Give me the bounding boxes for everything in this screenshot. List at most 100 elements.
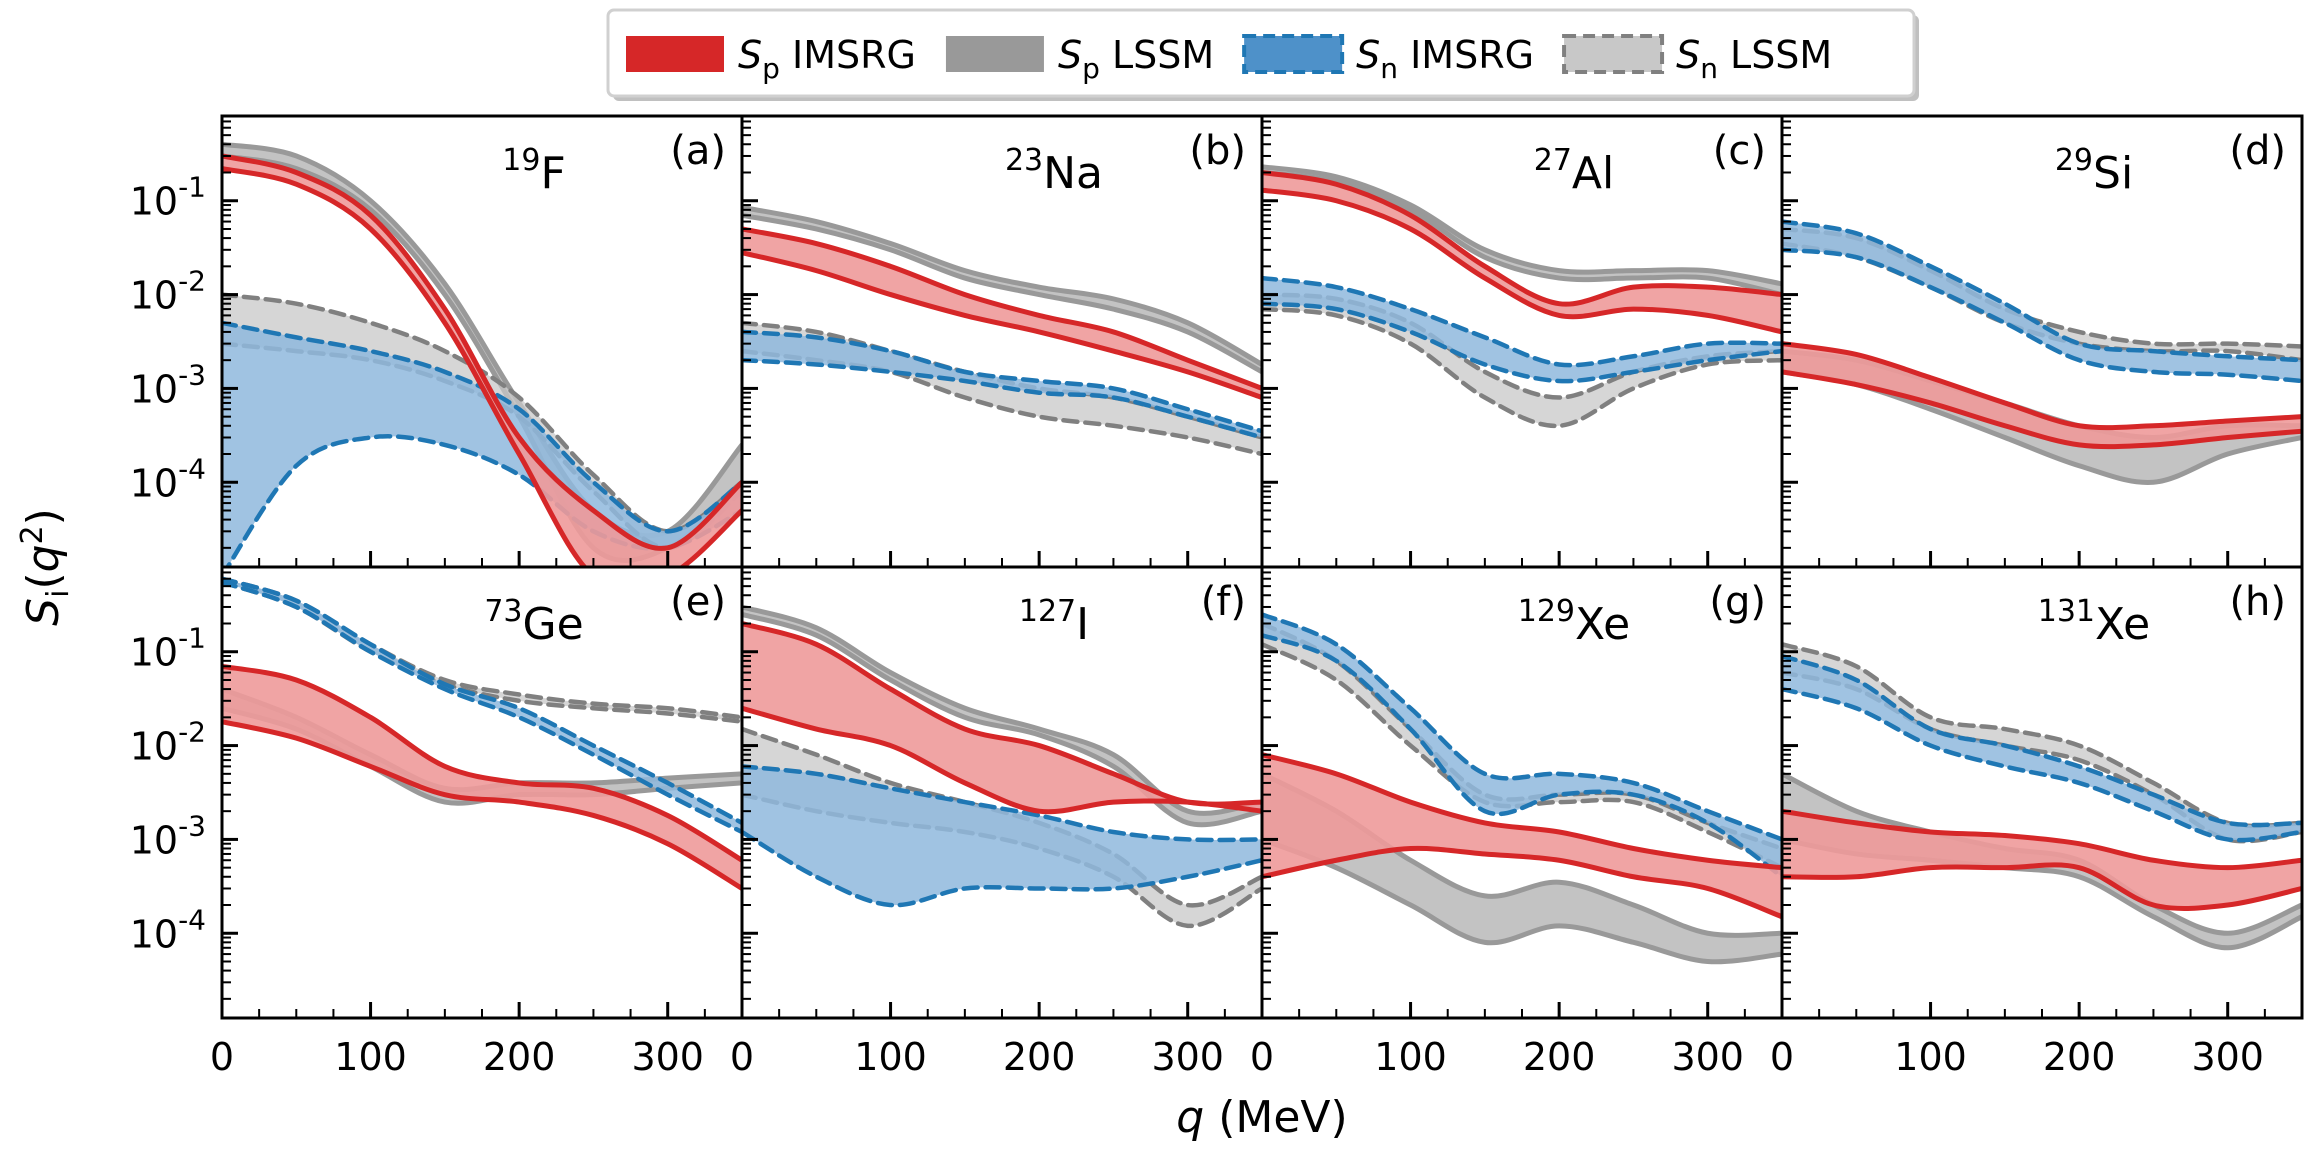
sn_lssm-band [222,294,742,548]
panel-d: (d) 29Si [1780,114,2304,569]
nucleus-label: 27Al [1534,143,1615,199]
sp_imsrg-lower-line [222,719,742,891]
plot-area [1782,642,2302,951]
x-tick-label: 100 [854,1035,927,1079]
sp_lssm-lower-line [742,212,1262,375]
sn_imsrg-lower-line [742,829,1262,908]
legend-swatch [1242,34,1345,74]
sn_imsrg-lower-line [1262,301,1782,384]
nucleus-label: 131Xe [2038,594,2151,650]
x-tick-label: 300 [2191,1035,2264,1079]
x-axis-label-group: q (MeV) [1176,1092,1347,1143]
y-tick-label: 10-2 [130,716,206,769]
sp_imsrg-lower-line [742,705,1262,815]
x-tick-label: 0 [730,1035,754,1079]
sn_imsrg-band [1782,221,2302,381]
sn_lssm-upper-line [222,292,742,534]
plot-area [742,204,1262,457]
sn_imsrg-band [742,331,1262,438]
panel-tag: (d) [2229,128,2286,174]
nucleus-label: 73Ge [484,594,583,650]
legend: Sp IMSRG Sp LSSM Sn IMSRG Sn LSSM [606,8,1919,101]
plot-area [1782,219,2302,485]
panel-tag: (e) [670,579,726,625]
sn_imsrg-lower-line [1782,247,2302,384]
legend-label: Sp LSSM [1058,33,1214,85]
legend-label: Sp IMSRG [738,33,916,85]
sn_lssm-lower-line [1262,642,1782,870]
panel-tag: (a) [670,128,726,174]
sp_imsrg-band [1782,811,2302,909]
legend-swatch [945,36,1044,72]
nucleus-label: 127I [1019,594,1089,650]
sn_imsrg-band [222,322,742,567]
sp_lssm-lower-line [1262,836,1782,965]
plot-area [222,576,742,891]
sp_imsrg-upper-line [742,226,1262,391]
sp_lssm-upper-line [1262,164,1782,287]
panel-tag: (f) [1201,579,1246,625]
nucleus-label: 19F [502,143,566,199]
sn_imsrg-upper-line [1782,219,2302,363]
sp_lssm-lower-line [742,611,1262,828]
sp_imsrg-lower-line [1262,187,1782,335]
panels: 10-1 10-2 10-3 10-4 (a) 19F (b) 23Na (c) 27Al (d) 2… [130,114,2304,1079]
sp_imsrg-upper-line [222,153,742,551]
y-tick-label: 10-3 [130,358,206,411]
legend-entry-sn_lssm: Sn LSSM [1562,33,1832,85]
sn_imsrg-upper-line [1782,653,2302,828]
legend-entry-sp_lssm: Sp LSSM [945,33,1214,85]
y-tick-label: 10-1 [130,171,206,224]
legend-label: Sn IMSRG [1356,33,1534,85]
x-tick-label: 200 [483,1035,556,1079]
sn_imsrg-lower-line [742,357,1262,440]
x-tick-label: 200 [1523,1035,1596,1079]
sp_imsrg-lower-line [1782,369,2302,450]
sn_imsrg-upper-line [1262,275,1782,368]
plot-area [1262,612,1782,965]
sn_imsrg-upper-line [222,320,742,534]
sn_imsrg-band [1782,656,2302,841]
y-tick-label: 10-4 [130,452,206,505]
x-tick-label: 200 [2043,1035,2116,1079]
sn_imsrg-upper-line [1262,612,1782,842]
x-tick-label: 100 [1894,1035,1967,1079]
plot-area [742,604,1262,929]
panel-e: 10-1 10-2 10-3 10-4 0 100 200 300 (e) 73Ge [130,565,744,1079]
x-tick-label: 100 [1374,1035,1447,1079]
panel-b: (b) 23Na [740,114,1264,569]
x-tick-label: 0 [1250,1035,1274,1079]
x-tick-label: 100 [334,1035,407,1079]
legend-swatch [626,36,724,72]
nucleus-label: 29Si [2055,143,2133,199]
panel-h: 0 100 200 300 (h) 131Xe [1770,565,2304,1079]
legend-entry-sn_imsrg: Sn IMSRG [1242,33,1534,85]
sp_imsrg-band [1262,172,1782,332]
sp_imsrg-band [1262,754,1782,917]
x-tick-label: 300 [631,1035,704,1079]
sp_imsrg-band [742,623,1262,812]
x-tick-label: 0 [1770,1035,1794,1079]
x-tick-label: 0 [210,1035,234,1079]
sn_imsrg-upper-line [742,329,1262,434]
panel-c: (c) 27Al [1260,114,1784,569]
sp_lssm-lower-line [1262,170,1782,298]
legend-swatch [1562,34,1665,74]
panel-g: 0 100 200 300 (g) 129Xe [1250,565,1784,1079]
sn_imsrg-lower-line [1262,632,1782,880]
x-axis-label: q (MeV) [1176,1092,1347,1143]
sp_lssm-upper-line [742,604,1262,816]
sn_imsrg-band [1262,614,1782,877]
sn_imsrg-lower-line [1782,686,2302,843]
y-axis-label: Si(q2) [15,508,76,626]
x-tick-label: 300 [1671,1035,1744,1079]
panel-tag: (b) [1189,128,1246,174]
sn_imsrg-band [742,766,1262,906]
panel-tag: (h) [2229,579,2286,625]
sp_imsrg-band [222,666,742,889]
sn_lssm-lower-line [1262,306,1782,429]
sn_lssm-upper-line [742,726,1262,908]
sp_imsrg-upper-line [1262,170,1782,307]
sp_lssm-upper-line [742,204,1262,367]
